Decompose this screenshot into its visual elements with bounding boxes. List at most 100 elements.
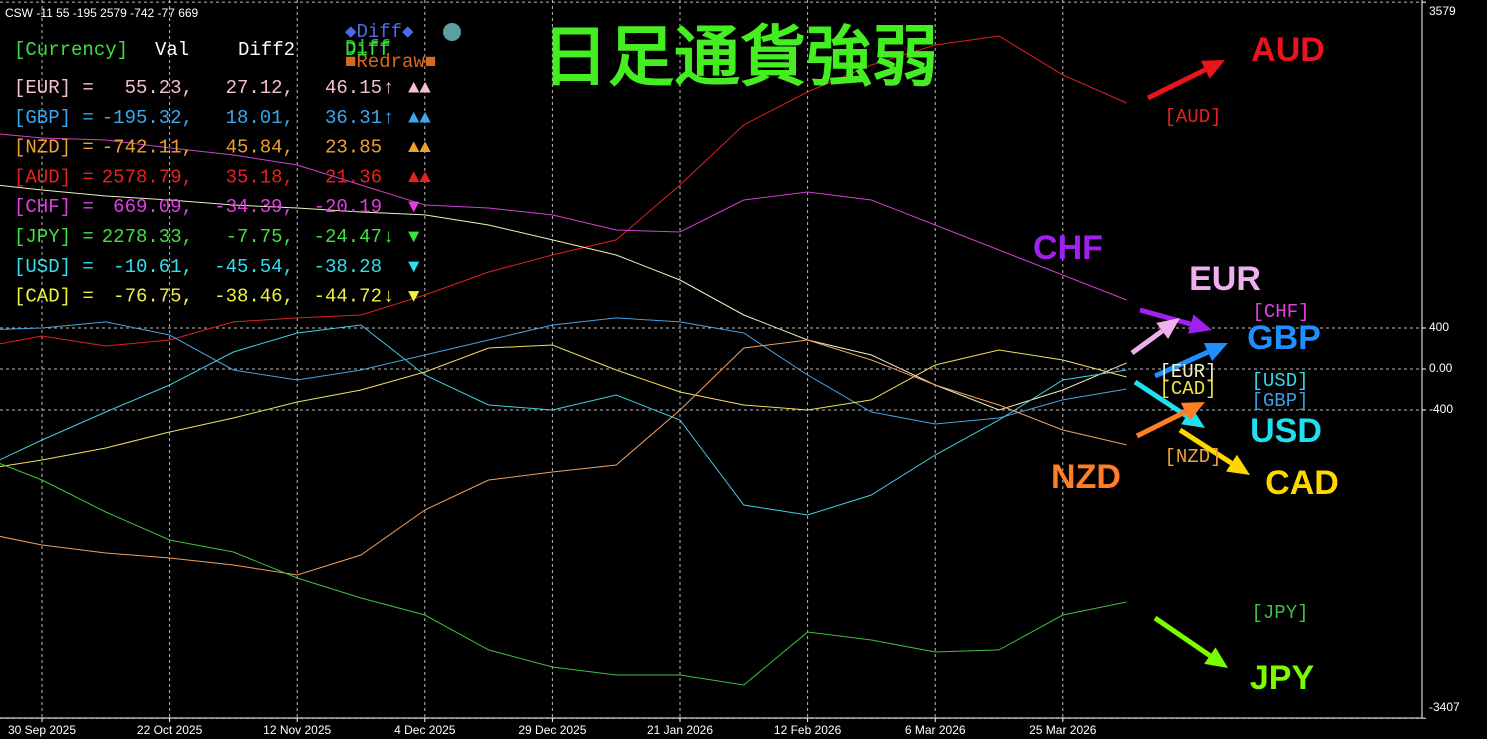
row-marks: ▼: [408, 286, 420, 308]
end-label: [USD]: [1251, 370, 1308, 392]
currency-label: USD: [1250, 412, 1322, 450]
series-line: [0, 133, 1127, 301]
button[interactable]: ■Redraw■: [345, 51, 436, 73]
row-val: 2578.79,: [102, 166, 193, 188]
arrow-head: [1226, 454, 1250, 475]
row-diff2: 45.84,: [226, 137, 294, 159]
arrow: [1153, 349, 1209, 379]
end-label: [JPY]: [1251, 602, 1308, 624]
end-label: [CAD]: [1159, 378, 1216, 400]
row-diff2: -45.54,: [214, 256, 294, 278]
row-val: -10.61,: [113, 256, 193, 278]
row-marks: ▲▲: [408, 77, 431, 99]
y-tick-label: 0.00: [1429, 361, 1453, 375]
row-marks: ▼: [408, 196, 420, 218]
row-diff2: -38.46,: [214, 286, 294, 308]
button[interactable]: ◆Diff◆: [345, 21, 414, 43]
y-tick-label: 3579: [1429, 4, 1456, 18]
arrow-head: [1203, 342, 1228, 362]
row-marks: ▲▲: [408, 137, 431, 159]
series-line: [0, 339, 1127, 576]
series-line: [0, 463, 1127, 686]
lines: [0, 35, 1127, 686]
end-label: [AUD]: [1164, 106, 1221, 128]
table-header: Diff2: [238, 39, 295, 61]
x-tick-label: 6 Mar 2026: [905, 723, 966, 737]
row-label: [CHF] =: [14, 196, 94, 218]
arrow-head: [1156, 318, 1180, 340]
arrow-head: [1200, 60, 1225, 79]
table-header: Diff: [345, 39, 391, 61]
row-arrow: ↑: [383, 77, 394, 99]
y-tick-label: -3407: [1429, 700, 1460, 714]
overlay: AUDCHFEURGBPUSDCADNZDJPY[AUD][CHF][EUR][…: [14, 21, 1339, 697]
arrow: [1139, 307, 1192, 327]
y-tick-label: 400: [1429, 320, 1449, 334]
series-line: [0, 317, 1127, 425]
x-tick-label: 12 Nov 2025: [263, 723, 331, 737]
x-tick-label: 25 Mar 2026: [1029, 723, 1097, 737]
x-tick-label: 30 Sep 2025: [8, 723, 76, 737]
currency-label: EUR: [1189, 260, 1261, 298]
x-tick-label: 29 Dec 2025: [518, 723, 586, 737]
arrow: [1135, 409, 1187, 439]
end-label: [CHF]: [1252, 301, 1309, 323]
arrow: [1146, 67, 1207, 101]
row-diff: -24.47: [314, 226, 382, 248]
row-label: [CAD] =: [14, 286, 94, 308]
series-line: [0, 35, 1127, 347]
series-line: [0, 324, 1127, 516]
row-diff2: -34.39,: [214, 196, 294, 218]
row-arrow: ↑: [383, 107, 394, 129]
row-diff: -20.19: [314, 196, 382, 218]
row-arrow: ↓: [383, 286, 394, 308]
arrow-head: [1181, 407, 1205, 428]
x-tick-label: 4 Dec 2025: [394, 723, 456, 737]
row-marks: ▼: [408, 256, 420, 278]
row-val: 2278.33,: [102, 226, 193, 248]
row-diff: 23.85: [325, 137, 382, 159]
x-tick-label: 12 Feb 2026: [774, 723, 842, 737]
grid: 3579 400 0.00 -400 -3407 30 Sep 2025 22 Oct 20…: [0, 0, 1460, 737]
row-label: [EUR] =: [14, 77, 94, 99]
button[interactable]: Diff: [345, 37, 391, 59]
arrow: [1178, 427, 1233, 466]
row-val: -76.75,: [113, 286, 193, 308]
row-marks: ▼: [408, 226, 420, 248]
row-diff2: -7.75,: [226, 226, 294, 248]
currency-label: JPY: [1250, 659, 1315, 697]
row-label: [NZD] =: [14, 137, 94, 159]
row-diff: 21.36: [325, 166, 382, 188]
row-diff: -44.72: [314, 286, 382, 308]
header: CSW -11 55 -195 2579 -742 -77 669: [5, 6, 199, 20]
row-val: -195.32,: [102, 107, 193, 129]
currency-label: AUD: [1251, 31, 1325, 69]
x-tick-label: 22 Oct 2025: [137, 723, 203, 737]
arrow: [1153, 615, 1212, 658]
arrow-head: [1180, 402, 1205, 421]
currency-label: GBP: [1247, 319, 1321, 357]
arrow: [1133, 379, 1188, 419]
table-header: Val: [155, 39, 189, 61]
row-marks: ▲▲: [408, 107, 431, 129]
x-tick-label: 21 Jan 2026: [647, 723, 713, 737]
row-val: -742.11,: [102, 137, 193, 159]
button-circle[interactable]: [443, 23, 461, 41]
end-label: [GBP]: [1251, 390, 1308, 412]
arrow-head: [1188, 314, 1212, 334]
arrow-head: [1204, 647, 1228, 668]
end-label: [NZD]: [1164, 446, 1221, 468]
row-label: [USD] =: [14, 256, 94, 278]
row-val: 669.09,: [113, 196, 193, 218]
table-header: [Currency]: [14, 39, 128, 61]
row-label: [AUD] =: [14, 166, 94, 188]
y-tick-label: -400: [1429, 402, 1453, 416]
currency-label: CAD: [1265, 464, 1339, 502]
row-diff: -38.28: [314, 256, 382, 278]
row-diff: 36.31: [325, 107, 382, 129]
chart-title: 日足通貨強弱: [542, 19, 938, 93]
row-arrow: ↓: [383, 226, 394, 248]
row-marks: ▲▲: [408, 166, 431, 188]
